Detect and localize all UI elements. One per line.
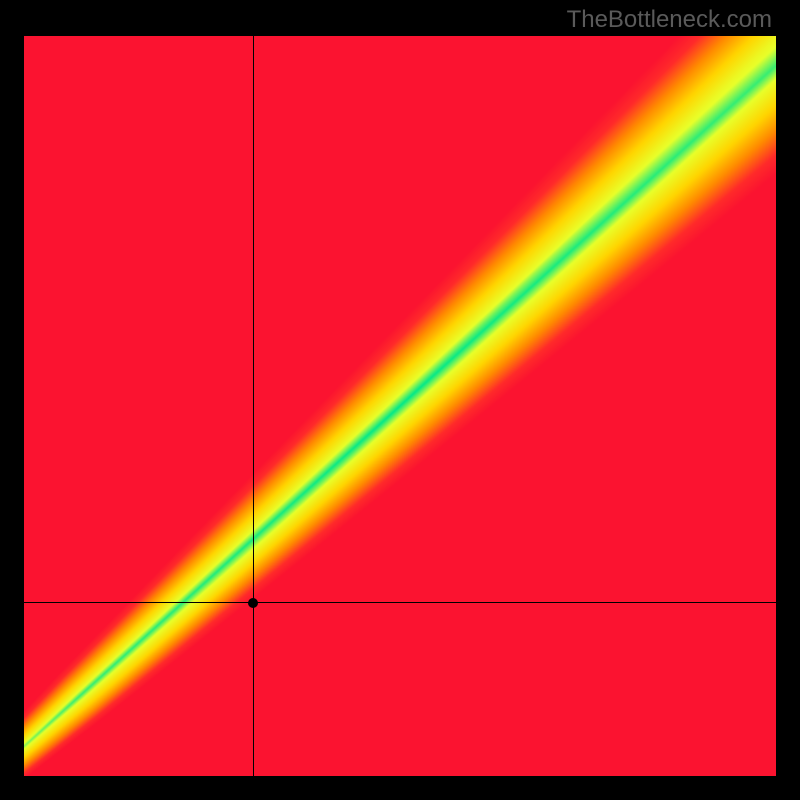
chart-container: TheBottleneck.com [0, 0, 800, 800]
watermark-text: TheBottleneck.com [567, 6, 772, 34]
crosshair-horizontal [24, 602, 776, 603]
plot-area [24, 36, 776, 776]
heatmap-canvas [24, 36, 776, 776]
crosshair-marker [248, 598, 258, 608]
crosshair-vertical [253, 36, 254, 776]
